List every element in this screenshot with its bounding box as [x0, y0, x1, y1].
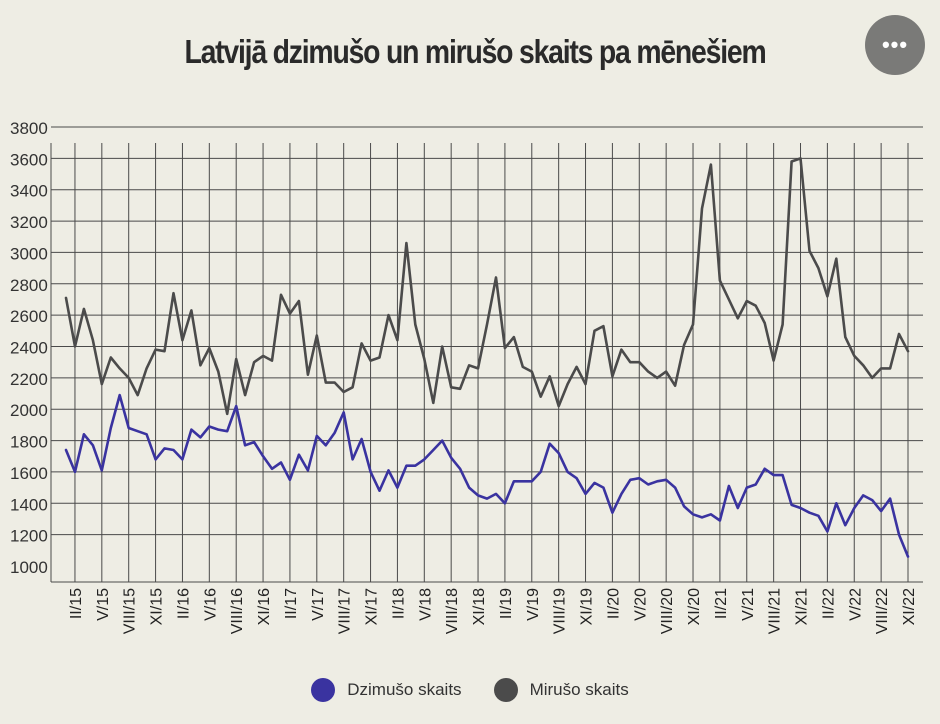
series-line-deaths — [64, 157, 910, 416]
x-tick-label: XI/15 — [149, 588, 166, 625]
x-tick-label: V/16 — [202, 588, 219, 621]
x-tick-label: V/17 — [310, 588, 327, 621]
x-tick-label: V/21 — [740, 588, 757, 621]
x-axis: II/15 V/15 VIII/15 XI/15 II/16 V/16 VIII/16 XI/… — [68, 588, 918, 634]
x-tick-label: II/21 — [713, 588, 730, 619]
more-icon: ••• — [881, 32, 909, 57]
y-tick-label: 1400 — [10, 495, 48, 514]
y-tick-label: 3000 — [10, 244, 48, 263]
chart-grid — [50, 126, 923, 583]
x-tick-label: II/17 — [283, 588, 300, 619]
y-tick-label: 2800 — [10, 276, 48, 295]
x-tick-label: II/16 — [175, 588, 192, 619]
y-tick-label: 3600 — [10, 150, 48, 169]
chart-title: Latvijā dzimušo un mirušo skaits pa mēne… — [184, 33, 766, 70]
y-tick-label: 1000 — [10, 558, 48, 577]
x-tick-label: XI/22 — [901, 588, 918, 625]
y-axis: 1000 1200 1400 1600 1800 2000 2200 2400 2600 2800… — [10, 119, 48, 577]
chart-legend: Dzimušo skaits Mirušo skaits — [0, 678, 940, 702]
y-tick-label: 2200 — [10, 370, 48, 389]
x-tick-label: XI/17 — [364, 588, 381, 625]
x-tick-label: II/20 — [605, 588, 622, 619]
x-tick-label: II/22 — [820, 588, 837, 619]
y-tick-label: 2000 — [10, 401, 48, 420]
x-tick-label: VIII/17 — [337, 588, 354, 634]
y-tick-label: 1800 — [10, 433, 48, 452]
x-tick-label: VIII/22 — [874, 588, 891, 634]
x-tick-label: II/18 — [390, 588, 407, 619]
legend-item-deaths[interactable]: Mirušo skaits — [493, 678, 629, 702]
y-tick-label: 1200 — [10, 527, 48, 546]
legend-label-births: Dzimušo skaits — [347, 680, 462, 699]
x-tick-label: XI/18 — [471, 588, 488, 625]
x-tick-label: V/15 — [95, 588, 112, 621]
x-tick-label: VIII/20 — [659, 588, 676, 634]
x-tick-label: VIII/21 — [767, 588, 784, 634]
y-tick-label: 1600 — [10, 464, 48, 483]
x-tick-label: VIII/18 — [444, 588, 461, 634]
x-tick-label: II/19 — [498, 588, 515, 619]
x-tick-label: V/19 — [525, 588, 542, 621]
chart-series — [64, 157, 910, 558]
y-tick-label: 2400 — [10, 339, 48, 358]
x-tick-label: II/15 — [68, 588, 85, 619]
x-tick-label: V/20 — [632, 588, 649, 621]
x-tick-label: XI/21 — [794, 588, 811, 625]
legend-swatch-deaths — [493, 678, 518, 702]
y-tick-label: 3200 — [10, 213, 48, 232]
x-tick-label: VIII/16 — [229, 588, 246, 634]
x-tick-label: XI/16 — [256, 588, 273, 625]
x-tick-label: XI/20 — [686, 588, 703, 625]
legend-label-deaths: Mirušo skaits — [529, 680, 629, 699]
x-tick-label: XI/19 — [579, 588, 596, 625]
y-tick-label: 3800 — [10, 119, 48, 138]
legend-item-births[interactable]: Dzimušo skaits — [311, 678, 462, 702]
x-tick-label: VIII/19 — [552, 588, 569, 634]
x-tick-label: V/18 — [417, 588, 434, 621]
legend-swatch-births — [311, 678, 336, 702]
x-tick-label: V/22 — [847, 588, 864, 621]
x-tick-label: VIII/15 — [122, 588, 139, 634]
y-tick-label: 3400 — [10, 182, 48, 201]
y-tick-label: 2600 — [10, 307, 48, 326]
series-line-births — [64, 393, 910, 558]
more-options-button[interactable]: ••• — [865, 15, 925, 75]
